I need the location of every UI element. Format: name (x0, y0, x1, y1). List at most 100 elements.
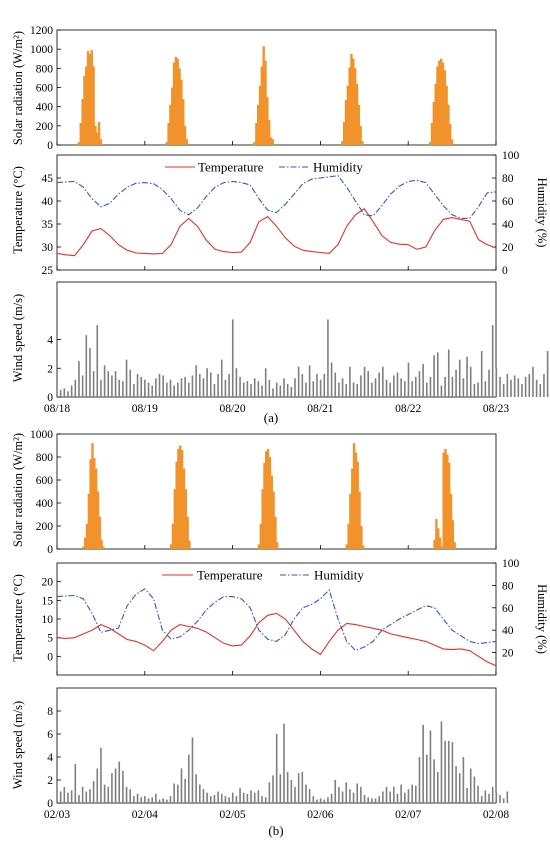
wind-bar (506, 374, 509, 397)
solar-bar (272, 491, 275, 549)
y2-axis-label: Humidity (%) (535, 178, 549, 248)
wind-bar (473, 384, 476, 397)
y2-tick-label: 0 (502, 265, 508, 277)
wind-bar (415, 785, 417, 803)
wind-bar (166, 799, 168, 803)
y-tick-label: 800 (36, 452, 54, 464)
wind-bar (415, 376, 417, 397)
x-tick-label: 08/21 (307, 403, 333, 415)
wind-bar (367, 371, 370, 397)
wind-bar (122, 770, 124, 803)
y-axis-label: Temperature (°C) (11, 574, 25, 662)
wind-bar (436, 352, 439, 397)
wind-bar (499, 376, 501, 397)
wind-bar (89, 348, 91, 397)
solar-bar (85, 523, 89, 549)
wind-bar (444, 376, 446, 397)
wind-bar (239, 788, 241, 803)
wind-bar (422, 363, 424, 397)
wind-bar (429, 376, 432, 397)
wind-bar (140, 797, 143, 803)
solar-bar (94, 125, 97, 145)
wind-bar (184, 778, 186, 803)
wind-bar (532, 366, 534, 397)
wind-bar (246, 793, 249, 803)
wind-bar (356, 384, 359, 397)
wind-bar (272, 388, 274, 397)
solar-bar (347, 523, 350, 549)
y-tick-label: 35 (42, 219, 54, 231)
wind-bar (162, 375, 164, 397)
wind-bar (451, 376, 454, 397)
solar-bar (171, 523, 175, 549)
y-tick-label: 0 (47, 651, 53, 663)
y-tick-label: 10 (42, 614, 54, 626)
wind-bar (349, 366, 351, 397)
wind-bar (294, 786, 296, 803)
wind-bar (447, 349, 450, 397)
wind-bar (96, 325, 99, 397)
solar-bar (169, 544, 173, 549)
wind-bar (316, 374, 318, 397)
solar-bar (91, 443, 94, 549)
y-tick-label: 1200 (30, 25, 53, 37)
solar-bar (263, 462, 266, 549)
solar-bar (98, 516, 102, 549)
wind-bar (155, 793, 157, 803)
wind-bar (294, 378, 296, 397)
panel-6 (56, 687, 509, 804)
wind-bar (81, 786, 84, 803)
wind-bar (334, 372, 337, 397)
y2-tick-label: 20 (502, 242, 514, 254)
wind-bar (59, 389, 62, 397)
wind-bar (111, 375, 113, 397)
wind-bar (286, 771, 289, 803)
solar-bar (358, 491, 361, 549)
wind-bar (213, 794, 216, 803)
wind-bar (92, 371, 95, 397)
solar-bar (175, 461, 178, 549)
wind-bar (323, 799, 326, 803)
wind-bar (136, 793, 139, 803)
x-tick-label: 02/06 (307, 809, 333, 821)
solar-bar (441, 62, 445, 146)
wind-bar (246, 381, 249, 397)
wind-bar (396, 793, 399, 803)
wind-bar (173, 783, 175, 803)
y-tick-label: 600 (36, 83, 54, 95)
legend-label-temperature: Temperature (198, 160, 264, 175)
solar-bar (351, 468, 354, 549)
wind-bar (352, 792, 355, 803)
wind-bar (228, 374, 230, 397)
wind-bar (195, 774, 197, 803)
wind-bar (341, 791, 344, 803)
wind-bar (253, 378, 256, 397)
solar-bar (435, 519, 438, 549)
solar-bar (102, 546, 105, 549)
solar-bar (184, 489, 188, 549)
wind-bar (224, 796, 227, 803)
x-tick-label: 02/08 (483, 809, 509, 821)
y-tick-label: 20 (42, 577, 54, 589)
solar-bar (167, 122, 170, 145)
solar-bar (266, 97, 269, 145)
wind-bar (371, 798, 373, 803)
wind-bar (209, 796, 212, 803)
wind-bar (297, 773, 300, 803)
wind-bar (209, 372, 212, 397)
y-tick-label: 40 (42, 196, 54, 208)
wind-bar (261, 385, 263, 397)
y-tick-label: 2 (47, 363, 53, 375)
solar-bar (437, 528, 440, 549)
wind-bar (114, 768, 117, 803)
wind-bar (378, 372, 380, 397)
wind-bar (111, 773, 113, 803)
wind-bar (301, 771, 304, 803)
wind-bar (180, 768, 183, 803)
solar-bar (186, 516, 189, 549)
wind-bar (312, 381, 315, 397)
solar-bar (345, 544, 348, 549)
y-tick-label: 600 (36, 475, 54, 487)
solar-bar (85, 66, 88, 145)
wind-bar (356, 783, 359, 803)
